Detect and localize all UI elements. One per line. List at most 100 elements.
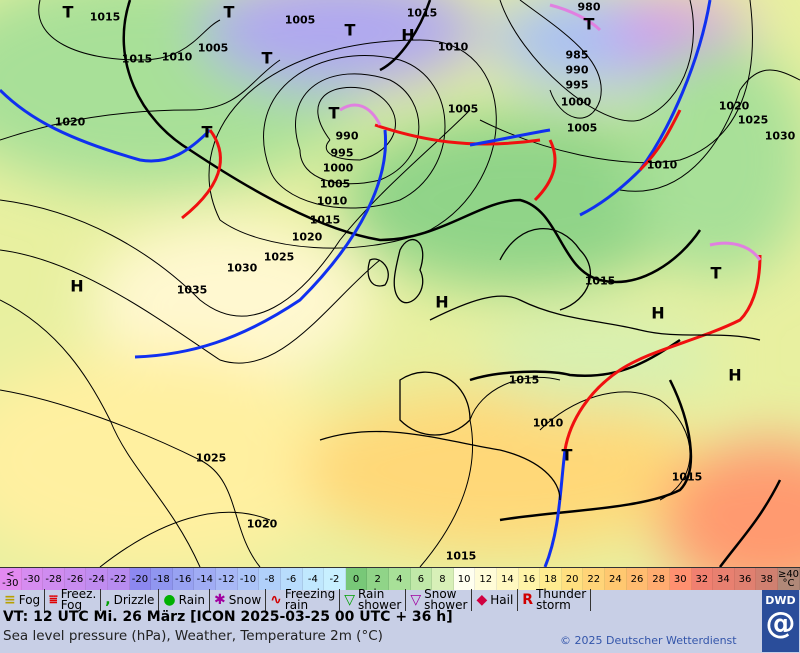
scale-cell: -10 — [237, 568, 260, 590]
scale-cell: 20 — [561, 568, 584, 590]
drizzle-icon: , — [105, 591, 111, 608]
low-pressure-center: T — [583, 14, 595, 34]
copyright: © 2025 Deutscher Wetterdienst — [560, 634, 737, 647]
isobar-label: 990 — [335, 129, 359, 143]
scale-cell: -18 — [151, 568, 173, 590]
scale-cell: -30 — [21, 568, 44, 590]
isobar-label: 1000 — [322, 161, 354, 175]
scale-cell: 10 — [453, 568, 476, 590]
isobar-label: 1005 — [566, 121, 598, 135]
scale-cell: < -30 — [0, 568, 22, 590]
legend-item: ∿ Freezing rain — [266, 587, 341, 612]
isobar-label: 1015 — [309, 213, 341, 227]
isobar-label: 1005 — [319, 177, 351, 191]
isobars — [0, 0, 800, 567]
isobar-label: 1015 — [445, 549, 477, 563]
legend-label: Snow — [228, 592, 262, 607]
isobar-label: 1015 — [671, 470, 703, 484]
scale-cell: -14 — [194, 568, 217, 590]
dwd-logo: DWD @ — [762, 590, 799, 652]
valid-time: VT: 12 UTC Mi. 26 März [ICON 2025-03-25 … — [3, 609, 453, 625]
isobar-label: 1015 — [584, 274, 616, 288]
isobar-label: 1005 — [447, 102, 479, 116]
low-pressure-center: T — [201, 122, 213, 142]
isobar-label: 1020 — [246, 517, 278, 531]
coastlines — [319, 227, 761, 501]
fronts — [0, 0, 762, 567]
isobar-label: 1015 — [89, 10, 121, 24]
snow-shower-icon: ▽ — [410, 591, 422, 608]
map-subtitle: Sea level pressure (hPa), Weather, Tempe… — [3, 628, 383, 644]
legend-item: ▽ Rain shower — [340, 588, 407, 611]
legend-label: Drizzle — [113, 592, 155, 607]
scale-cell: 32 — [691, 568, 714, 590]
thunderstorm-icon: R — [522, 591, 534, 608]
scale-cell: -26 — [64, 568, 87, 590]
legend-label: Freez. Fog — [60, 587, 97, 612]
high-pressure-center: H — [401, 25, 415, 45]
scale-cell: -22 — [108, 568, 130, 590]
isobar-label: 980 — [577, 0, 601, 14]
scale-cell: 38 — [756, 568, 778, 590]
isobar-label: 1015 — [121, 52, 153, 66]
high-pressure-center: H — [435, 292, 449, 312]
isobar-label: 1010 — [532, 416, 564, 430]
weather-legend: ≡ Fog ⩸ Freez. Fog, Drizzle ● Rain ✱ Snow ∿ Freezi… — [0, 587, 760, 612]
scale-cell: 22 — [583, 568, 606, 590]
isobar-label: 1015 — [508, 373, 540, 387]
legend-item: , Drizzle — [101, 589, 160, 611]
isobar-label: 1020 — [54, 115, 86, 129]
isobar-label: 1020 — [718, 99, 750, 113]
legend-item: ⩸ Freez. Fog — [45, 587, 102, 612]
low-pressure-center: T — [710, 263, 722, 283]
scale-cell: 12 — [475, 568, 498, 590]
freezing-fog-icon: ⩸ — [49, 591, 58, 608]
isobar-label: 1005 — [284, 13, 316, 27]
isobar-label: 985 — [565, 48, 589, 62]
scale-cell: -6 — [280, 568, 303, 590]
isobar-label: 1025 — [195, 451, 227, 465]
low-pressure-center: T — [261, 48, 273, 68]
fog-icon: ≡ — [4, 591, 16, 608]
legend-label: Thunder storm — [536, 587, 587, 612]
spiral-icon: @ — [765, 606, 796, 641]
scale-cell: 36 — [734, 568, 757, 590]
isobar-label: 1015 — [406, 6, 438, 20]
scale-cell: 16 — [518, 568, 541, 590]
scale-cell: 8 — [432, 568, 454, 590]
scale-cell: 28 — [648, 568, 670, 590]
high-pressure-center: H — [70, 276, 84, 296]
scale-cell: -8 — [259, 568, 281, 590]
rain-icon: ● — [163, 591, 176, 608]
isobar-label: 1010 — [316, 194, 348, 208]
scale-cell: 30 — [669, 568, 692, 590]
low-pressure-center: T — [561, 445, 573, 465]
scale-cell: -20 — [129, 568, 152, 590]
isobar-label: 995 — [565, 78, 589, 92]
isobar-label: 995 — [330, 146, 354, 160]
high-pressure-center: H — [728, 365, 742, 385]
legend-item: ◆ Hail — [472, 589, 519, 611]
isobar-label: 1025 — [737, 113, 769, 127]
scale-cell: -16 — [172, 568, 195, 590]
legend-label: Rain — [178, 592, 206, 607]
scale-cell: -24 — [86, 568, 109, 590]
low-pressure-center: T — [328, 103, 340, 123]
isobar-label: 1030 — [226, 261, 258, 275]
isobar-label: 1025 — [263, 250, 295, 264]
isobar-label: 1000 — [560, 95, 592, 109]
scale-cell: 14 — [497, 568, 519, 590]
scale-cell: 2 — [367, 568, 389, 590]
scale-cell: -12 — [216, 568, 238, 590]
freezing-rain-icon: ∿ — [270, 591, 282, 608]
isobar-label: 1010 — [437, 40, 469, 54]
isobar-label: 990 — [565, 63, 589, 77]
isobars-bold — [122, 0, 782, 567]
scale-cell: 18 — [540, 568, 562, 590]
legend-item: ≡ Fog — [0, 589, 46, 611]
scale-cell: 0 — [345, 568, 368, 590]
high-pressure-center: H — [651, 303, 665, 323]
scale-cell: -4 — [302, 568, 325, 590]
legend-label: Freezing rain — [284, 587, 336, 612]
scale-cell: 26 — [626, 568, 649, 590]
